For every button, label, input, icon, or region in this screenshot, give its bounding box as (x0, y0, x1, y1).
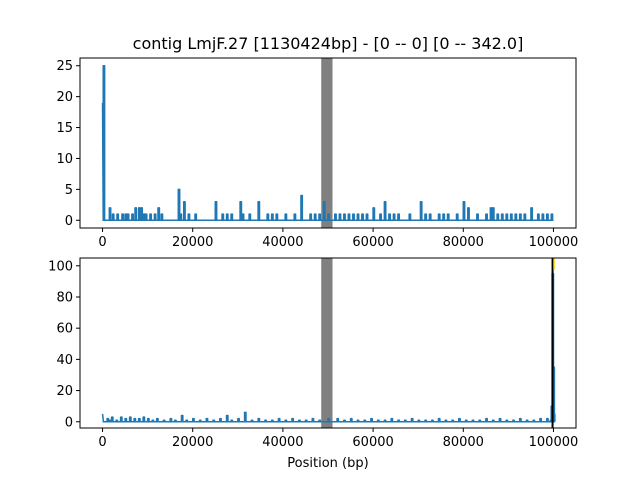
y-tick-label: 100 (48, 259, 73, 274)
y-tick-label: 60 (56, 322, 73, 337)
shaded-region (321, 58, 333, 228)
y-tick-label: 80 (56, 290, 73, 305)
x-tick-label: 60000 (352, 235, 393, 250)
y-tick-label: 0 (65, 415, 73, 430)
x-tick-label: 40000 (262, 435, 303, 450)
x-tick-label: 80000 (443, 235, 484, 250)
y-tick-label: 20 (56, 384, 73, 399)
x-axis-label: Position (bp) (287, 456, 368, 471)
y-tick-label: 40 (56, 353, 73, 368)
y-tick-label: 5 (65, 183, 73, 198)
plot-panel-2: 0 20000 40000 60000 80000 100000 0 20 40 60 80 100 (48, 257, 579, 450)
y-tick-label: 10 (56, 152, 73, 167)
y-tick-label: 0 (65, 214, 73, 229)
x-tick-label: 100000 (529, 435, 579, 450)
x-tick-label: 0 (98, 435, 106, 450)
shaded-region (321, 258, 333, 428)
plot-panel-1: 0 20000 40000 60000 80000 100000 0 5 10 15 20 25 (56, 57, 579, 250)
x-tick-label: 20000 (172, 235, 213, 250)
axes-frame (79, 57, 577, 229)
chart-title: contig LmjF.27 [1130424bp] - [0 -- 0] [0… (133, 34, 524, 53)
x-tick-label: 40000 (262, 235, 303, 250)
y-tick-label: 15 (56, 121, 73, 136)
x-tick-label: 80000 (443, 435, 484, 450)
y-tick-label: 20 (56, 90, 73, 105)
y-tick-label: 25 (56, 59, 73, 74)
x-tick-label: 20000 (172, 435, 213, 450)
x-tick-label: 60000 (352, 435, 393, 450)
axes-frame (79, 257, 577, 429)
x-tick-label: 0 (98, 235, 106, 250)
x-tick-label: 100000 (529, 235, 579, 250)
